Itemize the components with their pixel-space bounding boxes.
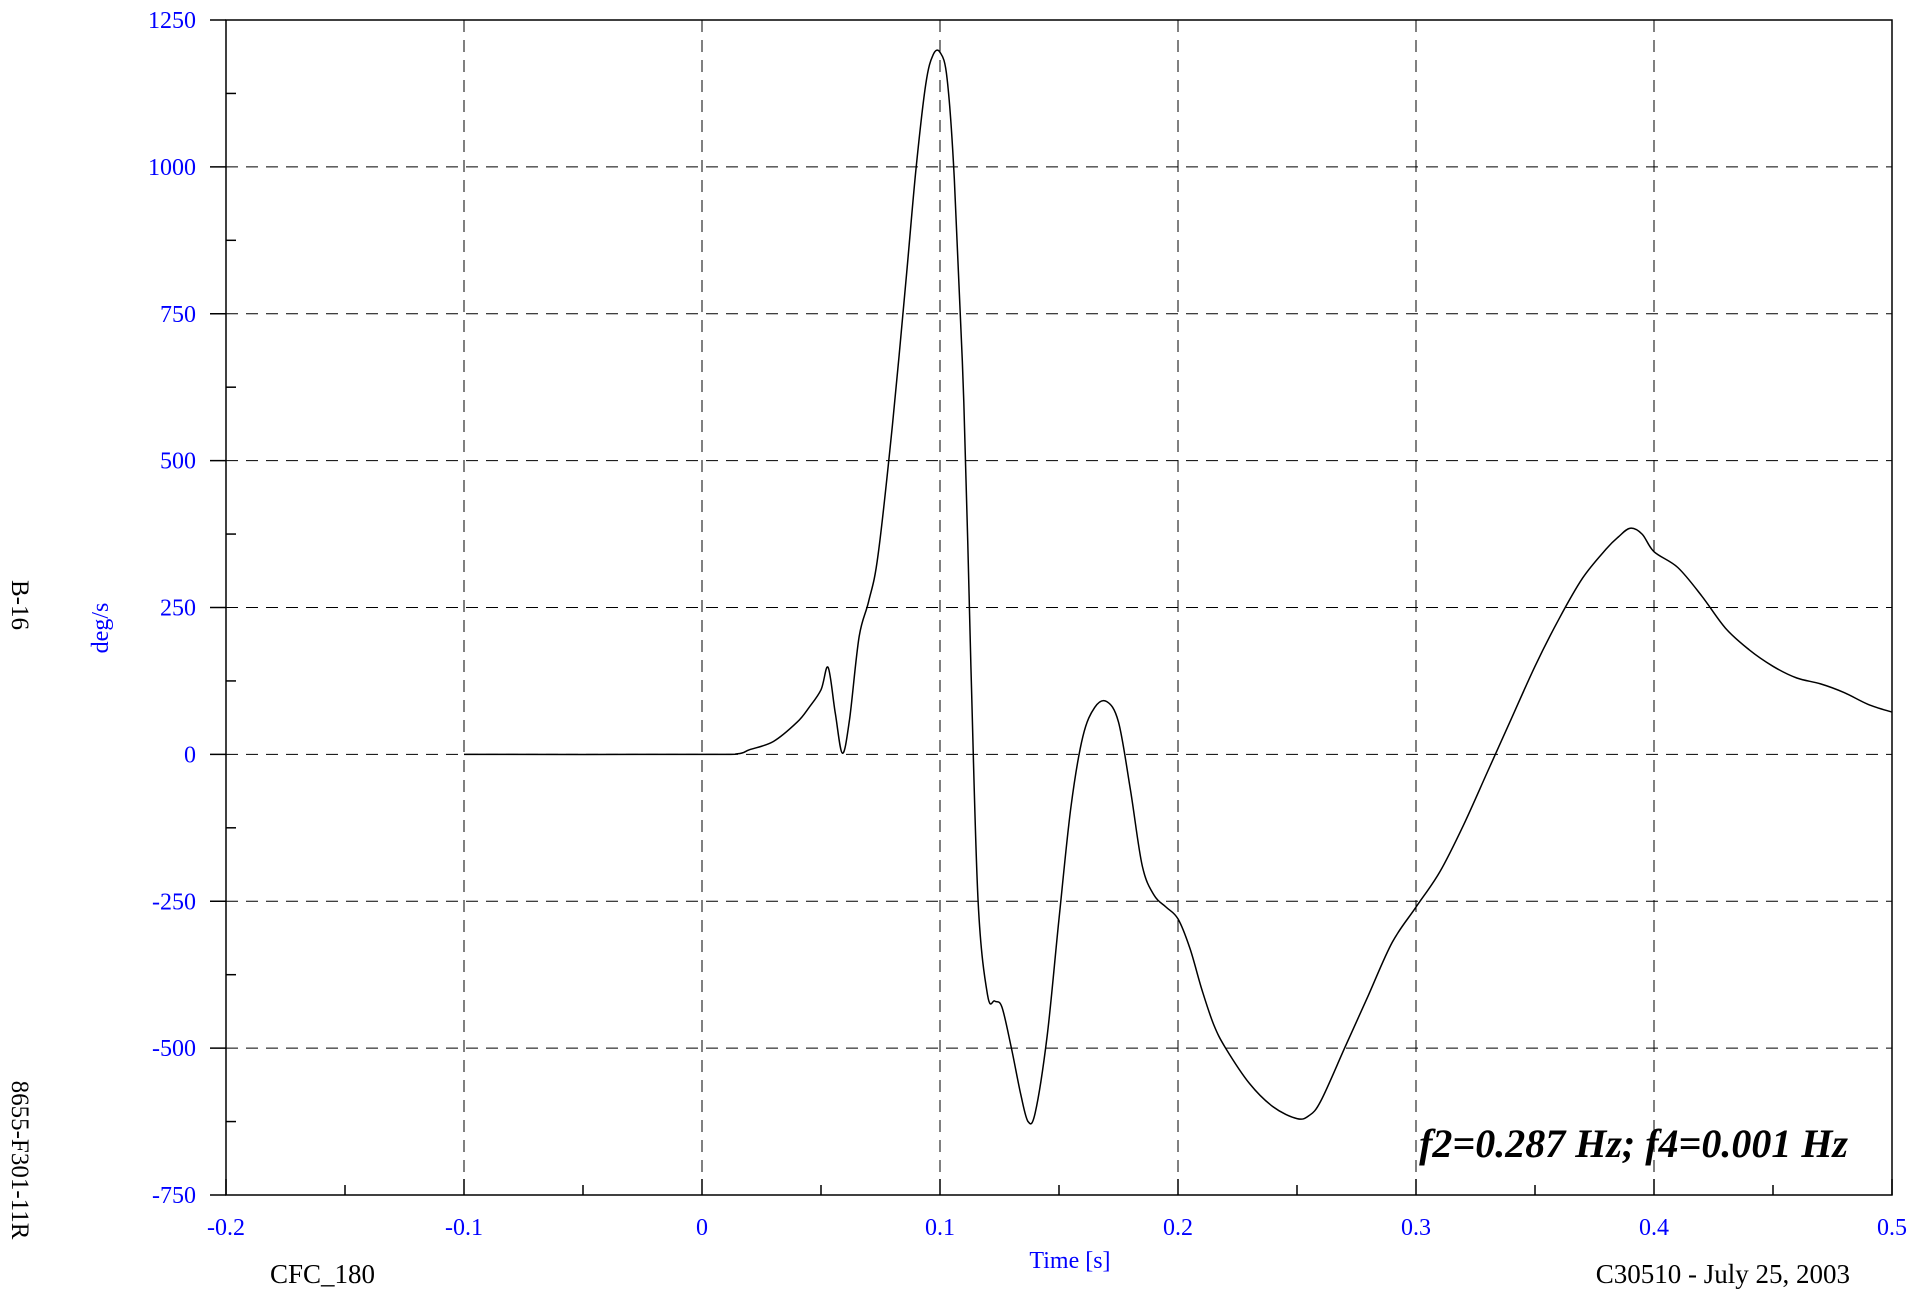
y-tick-label: 250 [160, 596, 196, 622]
footer-right-label: C30510 - July 25, 2003 [1596, 1259, 1850, 1289]
x-tick-label: -0.2 [207, 1215, 245, 1241]
y-tick-label: 1250 [148, 8, 196, 34]
series-layer [463, 49, 1893, 1125]
x-tick-label: 0.5 [1877, 1215, 1907, 1241]
series-line-0 [463, 49, 1893, 1125]
x-tick-label: 0.1 [925, 1215, 955, 1241]
side-label-top: B-16 [6, 580, 33, 630]
y-tick-label: 500 [160, 449, 196, 475]
y-tick-label: 1000 [148, 155, 196, 181]
x-tick-label: 0.2 [1163, 1215, 1193, 1241]
plot-frame [225, 19, 1893, 1196]
x-tick-label: 0 [696, 1215, 708, 1241]
side-label-bottom: 8655-F301-11R [6, 1081, 33, 1240]
y-tick-label: -750 [152, 1183, 196, 1209]
footer-left-label: CFC_180 [270, 1259, 375, 1289]
y-tick-label: -500 [152, 1036, 196, 1062]
x-axis-label: Time [s] [1029, 1248, 1110, 1274]
x-tick-label: 0.4 [1639, 1215, 1669, 1241]
filter-annotation: f2=0.287 Hz; f4=0.001 Hz [1419, 1121, 1848, 1166]
y-axis-label: deg/s [88, 603, 114, 654]
y-tick-label: 0 [184, 742, 196, 768]
y-tick-label: -250 [152, 889, 196, 915]
y-tick-labels: -750 -500 -250 0 250 500 750 1000 1250 [148, 8, 196, 1209]
y-tick-label: 750 [160, 302, 196, 328]
grid-lines [226, 20, 1892, 1195]
x-tick-label: 0.3 [1401, 1215, 1431, 1241]
x-tick-label: -0.1 [445, 1215, 483, 1241]
x-tick-labels: -0.2 -0.1 0 0.1 0.2 0.3 0.4 0.5 [207, 1215, 1907, 1241]
